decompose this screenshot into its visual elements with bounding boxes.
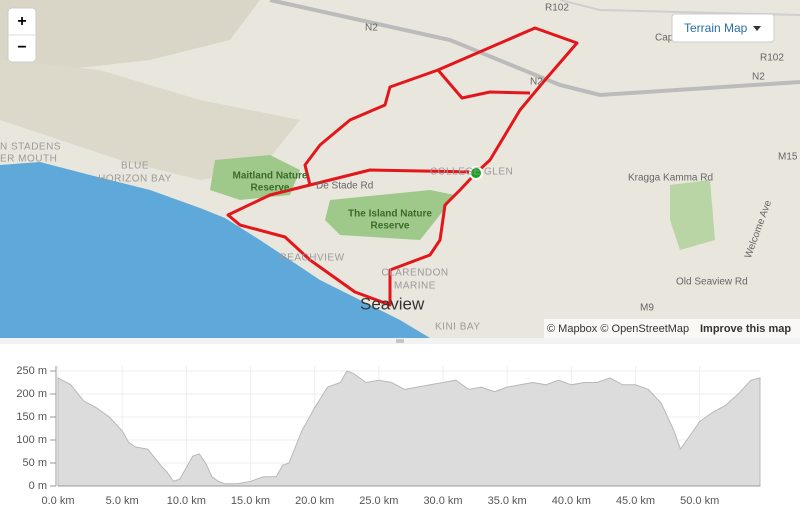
y-tick-label: 0 m bbox=[29, 480, 47, 492]
reserve bbox=[325, 190, 455, 240]
divider[interactable] bbox=[0, 338, 800, 344]
x-tick-label: 5.0 km bbox=[106, 495, 139, 507]
place-label: COLLEGE GLEN bbox=[430, 167, 513, 178]
place-label: Reserve bbox=[371, 221, 410, 232]
y-tick-label: 100 m bbox=[16, 434, 47, 446]
x-tick-label: 20.0 km bbox=[295, 495, 334, 507]
road-label: De Stade Rd bbox=[316, 181, 373, 192]
elevation-chart: 0 m 50 m 100 m 150 m 200 m 250 m 0.0 km 5.0 km 1… bbox=[16, 365, 761, 507]
map: R102 R102 N2 N2 N2 M15 M9 Kragga Kamma R… bbox=[0, 0, 800, 338]
x-tick-label: 40.0 km bbox=[552, 495, 591, 507]
layer-button[interactable] bbox=[671, 13, 775, 43]
road bbox=[559, 0, 800, 16]
x-tick-label: 15.0 km bbox=[231, 495, 270, 507]
road-label: M15 bbox=[778, 152, 798, 163]
road-label: M9 bbox=[640, 303, 654, 314]
place-label: The Island Nature bbox=[348, 209, 432, 220]
x-tick-label: 50.0 km bbox=[680, 495, 719, 507]
x-tick-label: 25.0 km bbox=[359, 495, 398, 507]
y-tick-label: 50 m bbox=[23, 457, 47, 469]
y-tick-label: 200 m bbox=[16, 388, 47, 400]
elevation-area bbox=[57, 370, 761, 487]
place-label: BEACHVIEW bbox=[280, 253, 345, 264]
park bbox=[670, 180, 715, 250]
zoom-out[interactable]: − bbox=[17, 39, 26, 56]
road-label: N2 bbox=[365, 23, 378, 34]
road-label: N2 bbox=[752, 72, 765, 83]
x-tick-label: 30.0 km bbox=[423, 495, 462, 507]
reserve bbox=[210, 155, 300, 200]
terrain bbox=[0, 0, 260, 70]
place-label: Reserve bbox=[251, 183, 290, 194]
road-label: Old Seaview Rd bbox=[676, 277, 748, 288]
improve-link[interactable]: Improve this map bbox=[700, 323, 791, 335]
town-label: Seaview bbox=[360, 294, 425, 313]
zoom-in[interactable]: + bbox=[17, 13, 26, 30]
x-tick-label: 45.0 km bbox=[616, 495, 655, 507]
y-tick-label: 150 m bbox=[16, 411, 47, 423]
road-label: R102 bbox=[760, 53, 784, 64]
highway bbox=[269, 0, 800, 98]
start-marker[interactable] bbox=[469, 166, 483, 180]
attribution: © Mapbox © OpenStreetMap bbox=[547, 323, 689, 335]
place-label: HORIZON BAY bbox=[98, 174, 172, 185]
ocean bbox=[0, 162, 430, 338]
place-label: KINI BAY bbox=[435, 322, 481, 333]
dropdown-caret bbox=[753, 26, 761, 31]
place-label: ER MOUTH bbox=[0, 154, 57, 165]
place-label: N STADENS bbox=[0, 142, 61, 153]
y-tick-label: 250 m bbox=[16, 365, 47, 377]
road-label: N2 bbox=[530, 77, 543, 88]
terrain bbox=[0, 60, 300, 180]
place-label: BLUE bbox=[121, 161, 149, 172]
layer-button-label[interactable]: Terrain Map bbox=[684, 21, 748, 35]
x-tick-label: 0.0 km bbox=[41, 495, 74, 507]
road-label: R102 bbox=[545, 3, 569, 14]
place-label: CLARENDON bbox=[381, 268, 448, 279]
place-label: MARINE bbox=[394, 281, 436, 292]
x-tick-label: 35.0 km bbox=[488, 495, 527, 507]
route bbox=[226, 26, 579, 307]
attribution-bg bbox=[544, 319, 800, 338]
road-label: Kragga Kamma Rd bbox=[628, 173, 713, 184]
x-tick-label: 10.0 km bbox=[167, 495, 206, 507]
place-label: Maitland Nature bbox=[232, 171, 307, 182]
